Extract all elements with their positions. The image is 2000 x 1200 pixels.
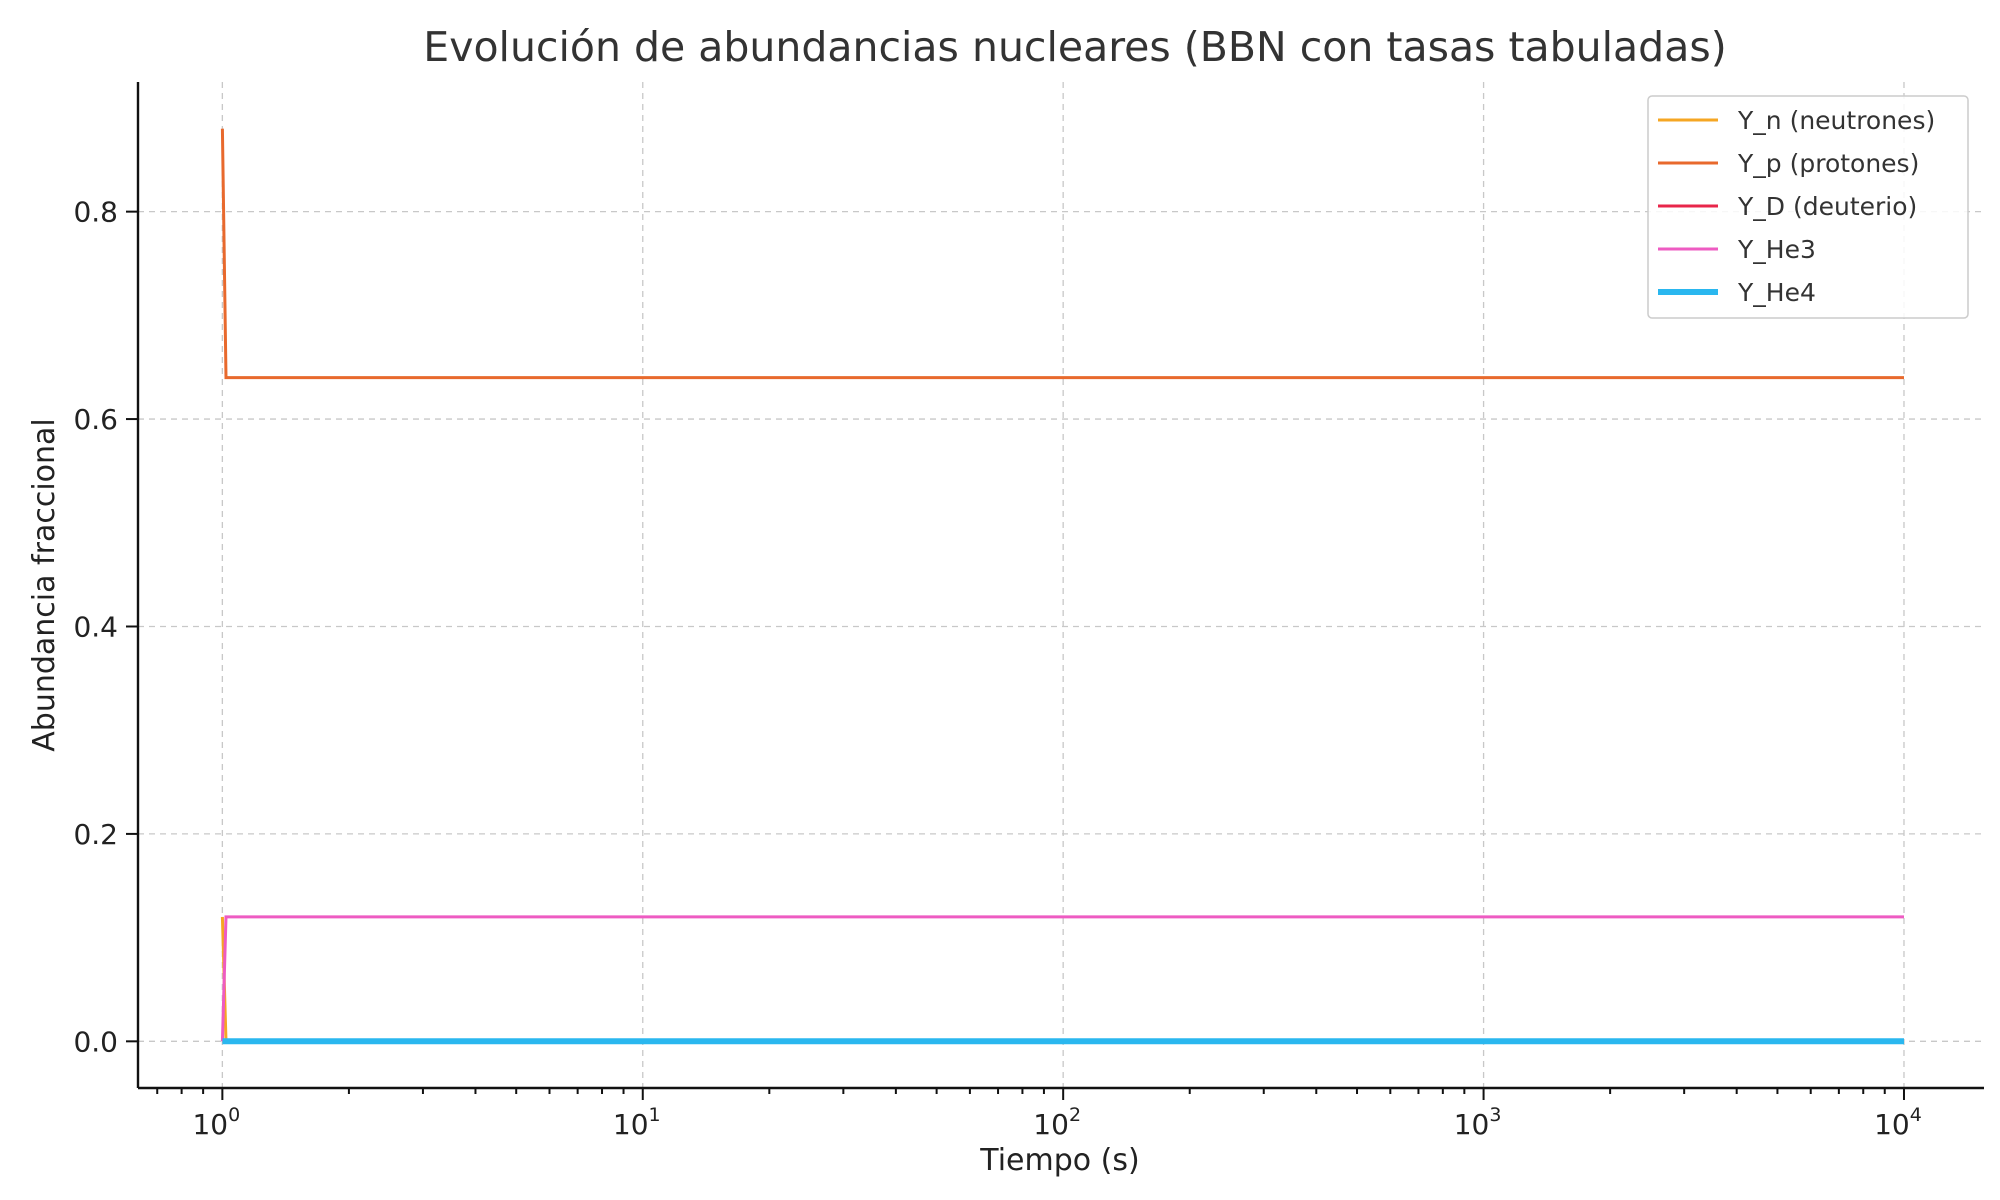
legend-entry: Y_n (neutrones)	[1737, 106, 1935, 135]
legend-entry: Y_D (deuterio)	[1737, 192, 1917, 221]
series-line	[220, 128, 1904, 380]
legend-entry: Y_p (protones)	[1737, 149, 1919, 178]
axes	[136, 82, 1984, 1090]
x-tick-label: 101	[613, 1104, 661, 1141]
y-tick-label: 0.4	[73, 610, 118, 643]
chart-title: Evolución de abundancias nucleares (BBN …	[423, 23, 1726, 71]
y-axis-label: Abundancia fraccional	[27, 418, 62, 751]
x-tick-label: 103	[1454, 1104, 1502, 1141]
y-tick-label: 0.6	[73, 403, 118, 436]
x-axis-ticks: 100 101 102 103 104	[156, 1088, 1922, 1141]
x-tick-label: 102	[1033, 1104, 1081, 1141]
y-tick-label: 0.0	[73, 1025, 118, 1058]
y-axis-ticks: 0.0 0.2 0.4 0.6 0.8	[73, 196, 138, 1058]
series-line	[220, 915, 1904, 1042]
x-tick-label: 104	[1874, 1104, 1922, 1141]
x-tick-label: 100	[192, 1104, 240, 1141]
legend-entry: Y_He4	[1737, 278, 1816, 307]
legend: Y_n (neutrones) Y_p (protones) Y_D (deuter…	[1647, 95, 1969, 319]
legend-frame	[1647, 95, 1969, 319]
legend-entry: Y_He3	[1737, 235, 1816, 264]
series-lines	[220, 128, 1904, 1045]
y-tick-label: 0.8	[73, 196, 118, 229]
y-tick-label: 0.2	[73, 818, 118, 851]
x-axis-label: Tiempo (s)	[979, 1143, 1139, 1178]
